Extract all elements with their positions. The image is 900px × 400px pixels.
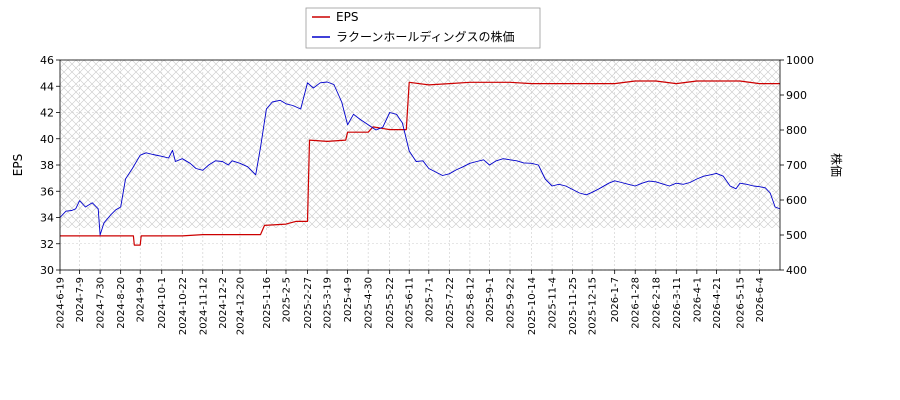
y-right-axis: 400 500 600 700 800 900 1000: [780, 54, 814, 277]
y-left-tick-label: 38: [40, 159, 54, 172]
x-tick-label: 2025-12-15: [588, 277, 599, 335]
x-tick-label: 2026-1-28: [631, 277, 642, 329]
x-tick-label: 2024-12-2: [218, 277, 229, 329]
x-tick-label: 2025-11-4: [548, 277, 559, 329]
x-tick-label: 2024-10-1: [157, 277, 168, 329]
x-tick-label: 2026-6-4: [755, 277, 766, 322]
y-left-tick-label: 34: [40, 212, 54, 225]
x-tick-label: 2024-12-20: [236, 277, 247, 335]
y-right-tick-label: 900: [786, 89, 807, 102]
legend: EPS ラクーンホールディングスの株価: [305, 7, 541, 49]
x-tick-label: 2024-7-30: [96, 277, 107, 329]
x-tick-label: 2025-11-25: [568, 277, 579, 335]
x-tick-label: 2025-8-12: [465, 277, 476, 329]
y-right-tick-label: 1000: [786, 54, 814, 67]
x-tick-label: 2025-3-19: [323, 277, 334, 329]
x-axis: 2024-6-19 2024-7-9 2024-7-30 2024-8-20 2024-…: [56, 270, 766, 335]
y-left-tick-label: 36: [40, 185, 54, 198]
x-tick-label: 2026-1-7: [610, 277, 621, 322]
y-right-label: 株価: [829, 153, 844, 177]
y-right-tick-label: 700: [786, 159, 807, 172]
y-right-tick-label: 800: [786, 124, 807, 137]
x-tick-label: 2026-4-21: [712, 277, 723, 329]
y-left-tick-label: 44: [40, 80, 54, 93]
x-tick-label: 2025-4-9: [343, 277, 354, 322]
y-left-label: EPS: [11, 154, 25, 176]
x-tick-label: 2026-5-15: [735, 277, 746, 329]
legend-label-price: ラクーンホールディングスの株価: [336, 29, 515, 44]
x-tick-label: 2025-5-22: [385, 277, 396, 329]
legend-box: [305, 7, 541, 49]
series-line-eps: [60, 80, 780, 246]
y-left-tick-label: 40: [40, 133, 54, 146]
x-tick-label: 2024-11-12: [198, 277, 209, 335]
series-line-price: [60, 81, 780, 236]
shaded-band: [60, 60, 780, 228]
y-right-tick-label: 400: [786, 264, 807, 277]
x-tick-label: 2024-9-9: [136, 277, 147, 322]
x-tick-label: 2025-7-22: [445, 277, 456, 329]
y-left-axis: 30 32 34 36 38 40 42 44 46: [40, 54, 60, 277]
x-tick-label: 2024-6-19: [56, 277, 67, 329]
x-tick-label: 2024-10-22: [178, 277, 189, 335]
legend-label-eps: EPS: [336, 10, 358, 24]
x-tick-label: 2025-10-14: [527, 277, 538, 335]
x-tick-label: 2024-8-20: [116, 277, 127, 329]
x-tick-label: 2025-2-27: [303, 277, 314, 329]
x-tick-label: 2025-9-22: [506, 277, 517, 329]
x-tick-label: 2025-2-5: [281, 277, 292, 322]
x-tick-label: 2024-7-9: [75, 277, 86, 322]
x-tick-label: 2026-3-11: [672, 277, 683, 329]
x-tick-label: 2026-2-18: [651, 277, 662, 329]
series-group: [60, 80, 780, 246]
y-right-tick-label: 500: [786, 229, 807, 242]
y-left-tick-label: 32: [40, 238, 54, 251]
x-tick-label: 2025-6-11: [405, 277, 416, 329]
x-tick-label: 2025-7-1: [424, 277, 435, 322]
x-tick-label: 2025-1-16: [262, 277, 273, 329]
y-left-tick-label: 46: [40, 54, 54, 67]
y-left-tick-label: 42: [40, 107, 54, 120]
y-left-tick-label: 30: [40, 264, 54, 277]
x-tick-label: 2026-4-1: [692, 277, 703, 322]
x-tick-label: 2025-9-1: [485, 277, 496, 322]
x-tick-label: 2025-4-30: [364, 277, 375, 329]
y-right-tick-label: 600: [786, 194, 807, 207]
